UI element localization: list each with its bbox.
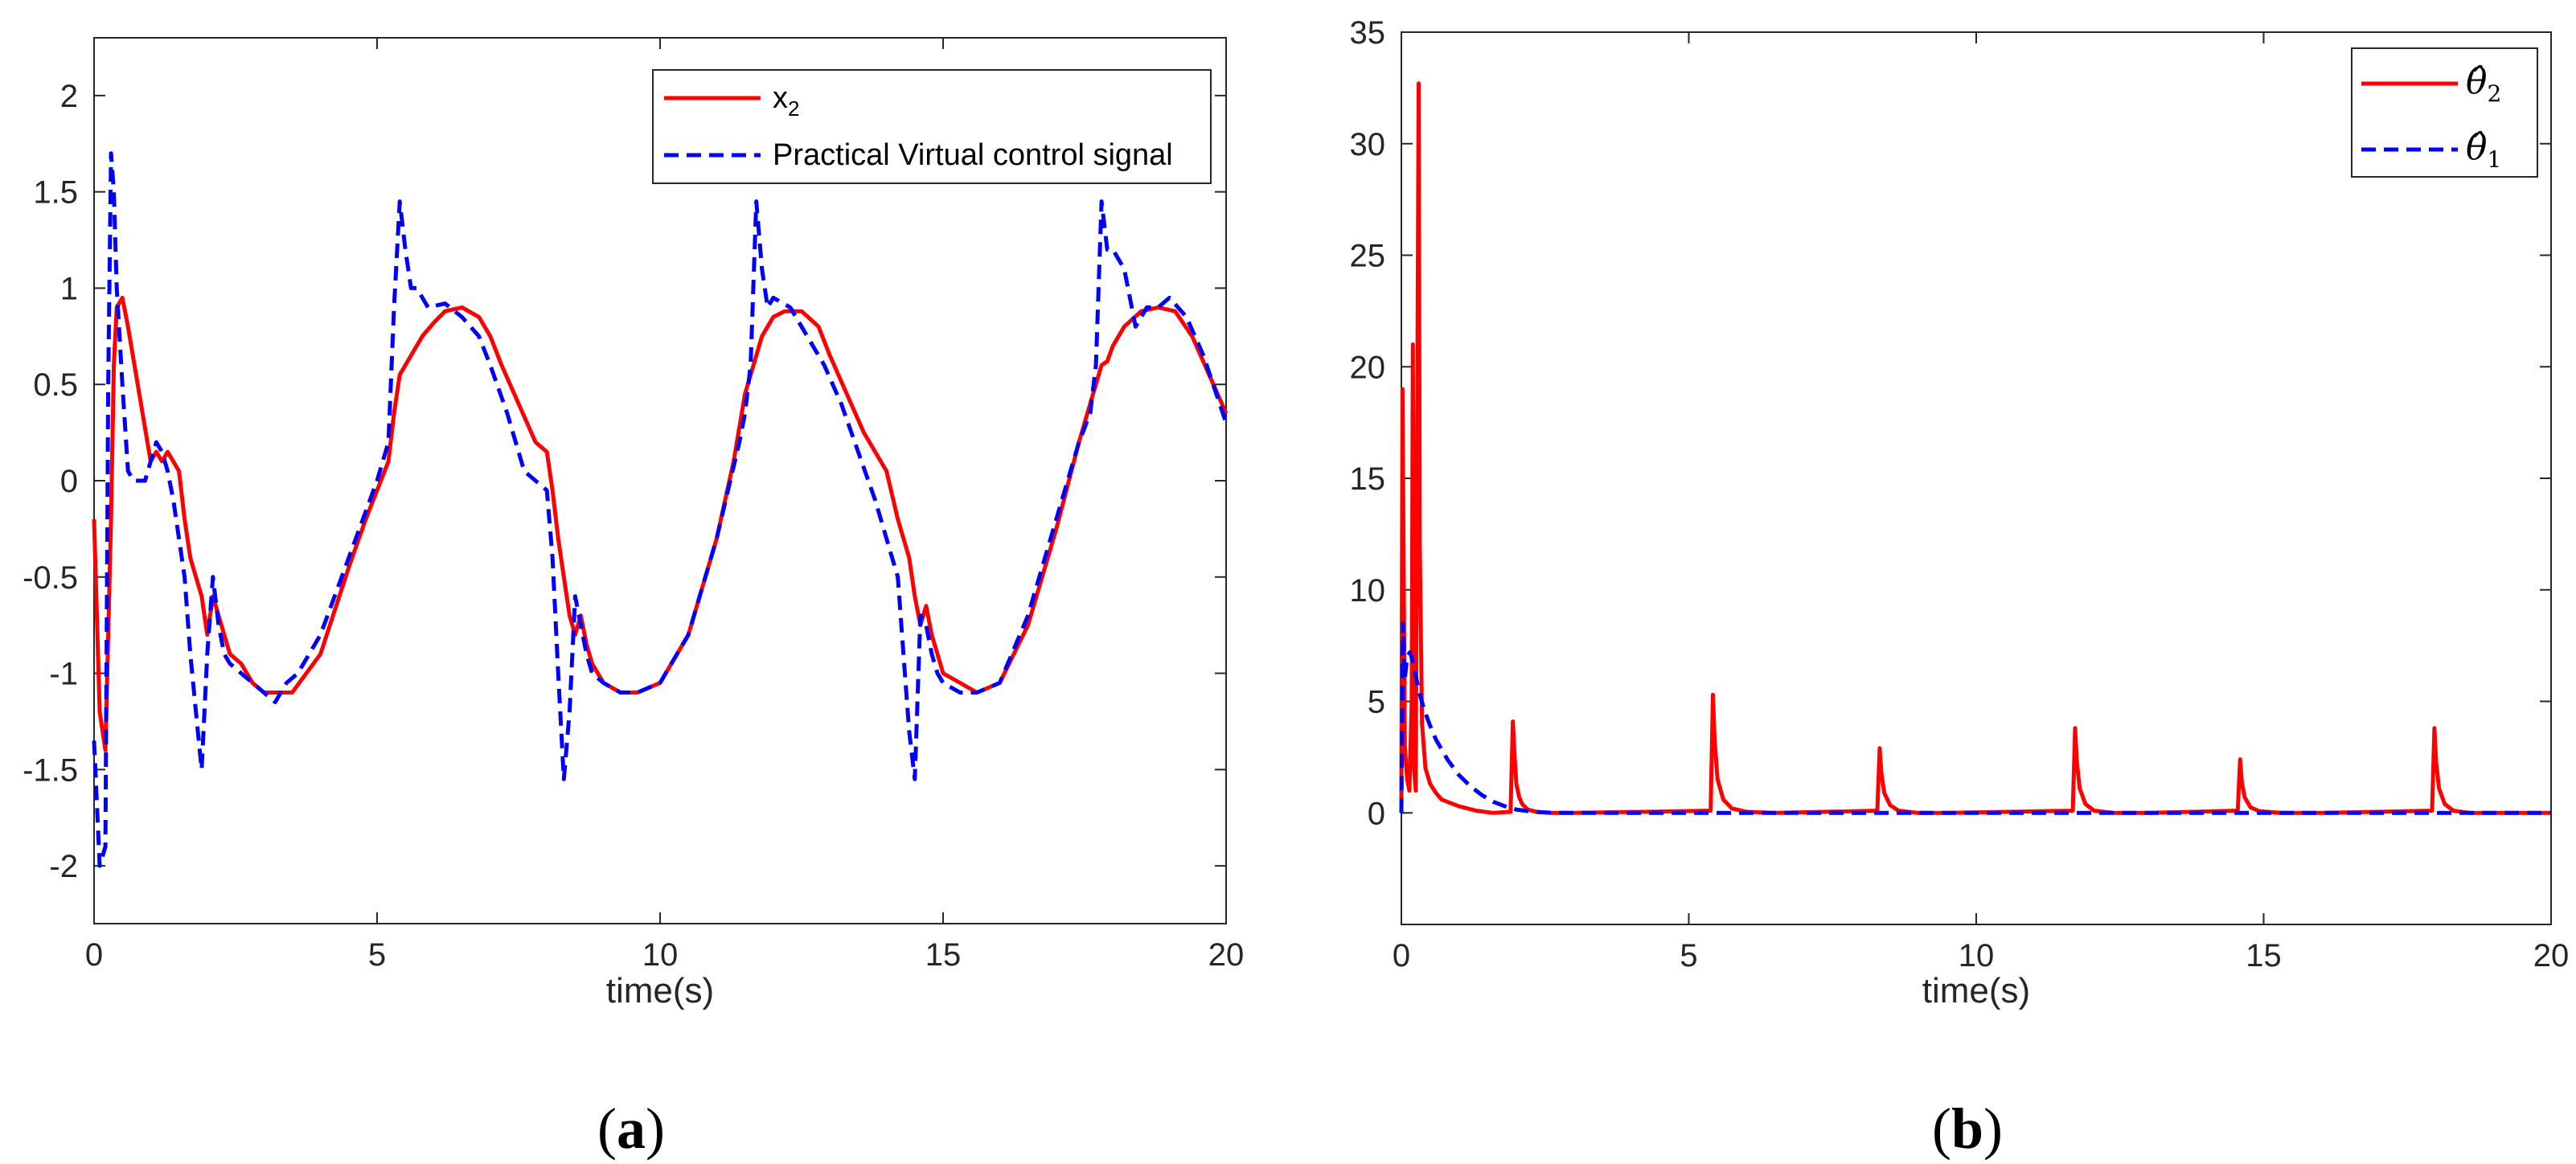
chart-panel-b: 0 5 10 15 20 0 5 10 15 20 25 30 35 time(s) θ̂2 θ̂1	[1350, 15, 2570, 1010]
y-tick-label: -2	[49, 849, 78, 884]
y-tick-label: -1.5	[23, 752, 78, 788]
tick-group-a: 0 5 10 15 20 -2 -1.5 -1 -0.5 0 0.5 1 1.5 2	[23, 38, 1244, 973]
x-tick-label: 10	[1959, 938, 1995, 973]
y-tick-label: 0	[60, 464, 78, 499]
x-tick-label: 10	[642, 937, 679, 973]
y-tick-label: 0	[1368, 796, 1385, 831]
y-tick-label: 0.5	[33, 367, 78, 403]
x-tick-label: 0	[1393, 938, 1410, 973]
x-axis-label-a: time(s)	[606, 971, 714, 1010]
y-tick-label: 1	[60, 271, 78, 306]
legend-label-virtual-control: Practical Virtual control signal	[773, 138, 1173, 172]
x-tick-label: 20	[2533, 938, 2570, 973]
legend-label-x2: x2	[773, 81, 799, 121]
x-axis-label-b: time(s)	[1922, 971, 2030, 1010]
y-tick-label: -0.5	[23, 560, 78, 596]
y-tick-label: -1	[49, 657, 78, 692]
series-line-a-0	[92, 295, 1229, 752]
x-tick-label: 20	[1208, 937, 1245, 973]
series-line-a-1	[92, 151, 1229, 868]
axes-box-a	[93, 37, 1227, 924]
x-tick-label: 5	[368, 937, 386, 973]
legend-label-theta1: θ̂1	[2466, 127, 2501, 173]
legend-b: θ̂2 θ̂1	[2351, 47, 2538, 178]
x-tick-label: 5	[1680, 938, 1697, 973]
y-tick-label: 30	[1350, 127, 1386, 162]
legend-box-b	[2351, 47, 2538, 178]
caption-b: (b)	[1932, 1096, 2003, 1161]
axes-box-b	[1401, 31, 2552, 925]
y-tick-label: 20	[1350, 350, 1386, 385]
y-tick-label: 1.5	[33, 175, 78, 211]
legend-a: x2 Practical Virtual control signal	[652, 69, 1212, 184]
y-tick-label: 15	[1350, 461, 1386, 497]
x-tick-label: 0	[85, 937, 103, 973]
legend-label-theta2: θ̂2	[2466, 61, 2501, 107]
y-tick-label: 25	[1350, 239, 1386, 274]
tick-group-b: 0 5 10 15 20 0 5 10 15 20 25 30 35	[1350, 15, 2570, 973]
series-line-b-1	[1399, 621, 2551, 815]
y-tick-label: 2	[60, 79, 78, 114]
y-tick-label: 35	[1350, 15, 1386, 51]
plot-area-a	[92, 151, 1229, 868]
y-tick-label: 10	[1350, 573, 1386, 609]
x-tick-label: 15	[925, 937, 962, 973]
caption-a: (a)	[597, 1096, 665, 1161]
x-tick-label: 15	[2246, 938, 2282, 973]
y-tick-label: 5	[1368, 685, 1385, 720]
plot-area-b	[1399, 81, 2551, 815]
legend-box-a	[652, 69, 1212, 184]
chart-panel-a: 0 5 10 15 20 -2 -1.5 -1 -0.5 0 0.5 1 1.5 2 time(s) x2…	[23, 37, 1244, 1010]
